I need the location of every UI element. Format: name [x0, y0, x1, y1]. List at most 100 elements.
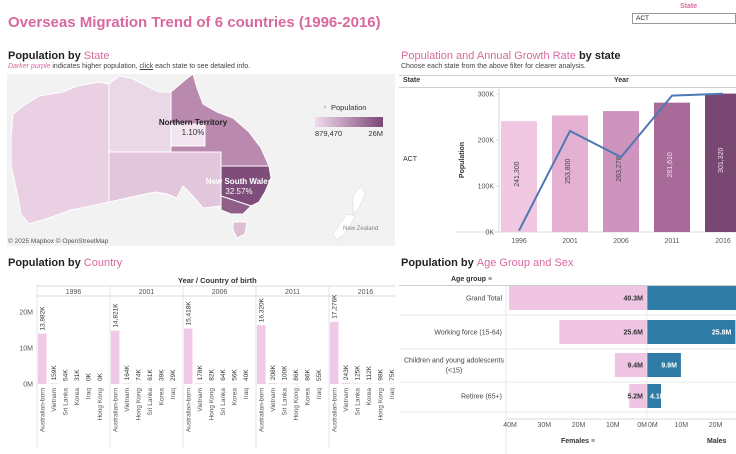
country-x-tick: Iraq [389, 388, 395, 400]
country-bar-value-label: 159K [51, 365, 58, 381]
country-bar[interactable] [195, 383, 205, 384]
country-bar-value-label: 40K [243, 369, 250, 381]
country-x-tick: Hong Kong [293, 388, 300, 421]
country-x-tick: Korea [305, 388, 312, 406]
country-bar-value-label: 15,418K [186, 301, 193, 326]
female-bar[interactable] [614, 353, 647, 377]
growth-y-tick: 0K [485, 230, 494, 237]
legend-marker [323, 105, 327, 109]
female-bar[interactable] [559, 320, 647, 344]
age-group-label: Grand Total [466, 296, 503, 303]
male-bar[interactable] [647, 286, 736, 310]
country-bar-value-label: 61K [147, 369, 154, 381]
country-bar-value-label: 31K [74, 369, 81, 381]
country-bar-value-label: 82K [209, 368, 216, 380]
dashboard-title: Overseas Migration Trend of 6 countries … [8, 14, 381, 31]
country-bars-group: 0M 10M 20M 1996 13,982K Australian-born 159K Vi… [19, 285, 395, 449]
female-bar[interactable] [508, 286, 647, 310]
map-subtitle: Darker purple indicates higher populatio… [8, 63, 250, 70]
country-x-tick: Iraq [86, 388, 93, 400]
country-bar[interactable] [111, 330, 120, 384]
country-bar[interactable] [122, 383, 132, 384]
growth-col-state: State [403, 77, 421, 84]
growth-bar[interactable] [501, 121, 537, 232]
country-x-tick: Iraq [170, 388, 177, 400]
state-western-australia[interactable] [10, 81, 110, 225]
country-bar-value-label: 178K [197, 365, 204, 381]
female-bar[interactable] [629, 384, 647, 408]
country-x-tick: Australian-born [186, 388, 193, 432]
country-x-tick: Korea [159, 388, 166, 406]
country-x-tick: Australian-born [332, 388, 339, 432]
growth-bar-value-label: 241,300 [514, 161, 521, 186]
country-bar[interactable] [341, 383, 351, 384]
country-bar[interactable] [49, 383, 59, 384]
age-title-prefix: Population by [401, 257, 477, 269]
growth-x-tick: 2006 [613, 238, 629, 245]
age-col-header: Age group ≡ [451, 276, 492, 283]
state-filter-dropdown[interactable]: ACT [632, 13, 736, 24]
male-bar[interactable] [647, 353, 681, 377]
country-bar-value-label: 208K [270, 364, 277, 380]
state-tasmania[interactable] [232, 221, 248, 239]
female-bar-label: 25.6M [624, 330, 644, 337]
country-bar-value-label: 74K [136, 369, 143, 381]
country-bar-value-label: 100K [282, 365, 289, 381]
country-y-tick: 20M [19, 310, 33, 317]
australia-map: Northern Territory 1.10% New South Wales… [7, 74, 395, 246]
growth-title-pink: Population and Annual Growth Rate [401, 50, 576, 62]
growth-y-tick: 100K [478, 184, 495, 191]
growth-y-tick: 300K [478, 92, 495, 99]
country-header: Year / Country of birth [178, 276, 257, 285]
female-bar-label: 40.3M [624, 296, 644, 303]
growth-bar[interactable] [654, 102, 690, 232]
male-x-tick: 20M [709, 422, 723, 429]
growth-subtitle: Choose each state from the above filter … [401, 63, 586, 70]
map-subtitle-link[interactable]: click [139, 63, 154, 70]
age-group-label: Children and young adolescents [404, 358, 505, 365]
male-bar[interactable] [647, 320, 736, 344]
map-panel-title: Population by State [8, 50, 109, 62]
growth-bar-value-label: 281,610 [667, 152, 674, 177]
female-x-tick: 40M [503, 422, 517, 429]
growth-bar[interactable] [603, 111, 639, 232]
growth-y-axis-title: Population [459, 142, 466, 178]
growth-rate-line[interactable] [518, 92, 724, 232]
map-title-prefix: Population by [8, 50, 84, 62]
age-group-label: Working force (15-64) [434, 330, 502, 337]
growth-bar[interactable] [705, 93, 736, 233]
country-bar-value-label: 164K [124, 365, 131, 381]
nsw-name-label: New South Wales [206, 177, 273, 186]
female-bar-label: 9.4M [627, 363, 643, 370]
country-x-tick: Sri Lanka [220, 388, 227, 416]
country-bar[interactable] [268, 383, 278, 384]
country-title-highlight: Country [83, 257, 123, 269]
growth-y-tick: 200K [478, 138, 495, 145]
country-x-tick: Iraq [316, 388, 323, 400]
country-bar[interactable] [257, 325, 266, 384]
country-bar-value-label: 0K [97, 372, 104, 381]
nz-label: New Zealand [343, 226, 378, 232]
age-title-highlight: Age Group and Sex [476, 257, 574, 269]
male-bar-label: 4.1M [650, 394, 666, 401]
country-x-tick: Hong Kong [136, 388, 143, 421]
male-x-tick: 0M [648, 422, 658, 429]
growth-header-top-divider [399, 75, 736, 76]
females-sort-icon[interactable]: ≡ [590, 438, 596, 445]
growth-col-year: Year [614, 77, 629, 84]
country-year-header: 2016 [358, 289, 374, 296]
nsw-pct-label: 32.57% [225, 187, 252, 196]
country-bar-value-label: 13,982K [40, 306, 47, 331]
country-bar[interactable] [330, 321, 339, 384]
sort-icon[interactable]: ≡ [487, 276, 493, 283]
country-bar[interactable] [184, 328, 193, 384]
growth-bar[interactable] [552, 115, 588, 232]
male-bar[interactable] [647, 384, 662, 408]
country-bar[interactable] [38, 333, 47, 384]
map-subtitle-rest: each state to see detailed info. [153, 63, 251, 70]
state-victoria[interactable] [220, 195, 252, 215]
nt-name-label: Northern Territory [159, 118, 228, 127]
country-x-tick: Vietnam [270, 388, 277, 412]
nt-pct-label: 1.10% [182, 128, 205, 137]
